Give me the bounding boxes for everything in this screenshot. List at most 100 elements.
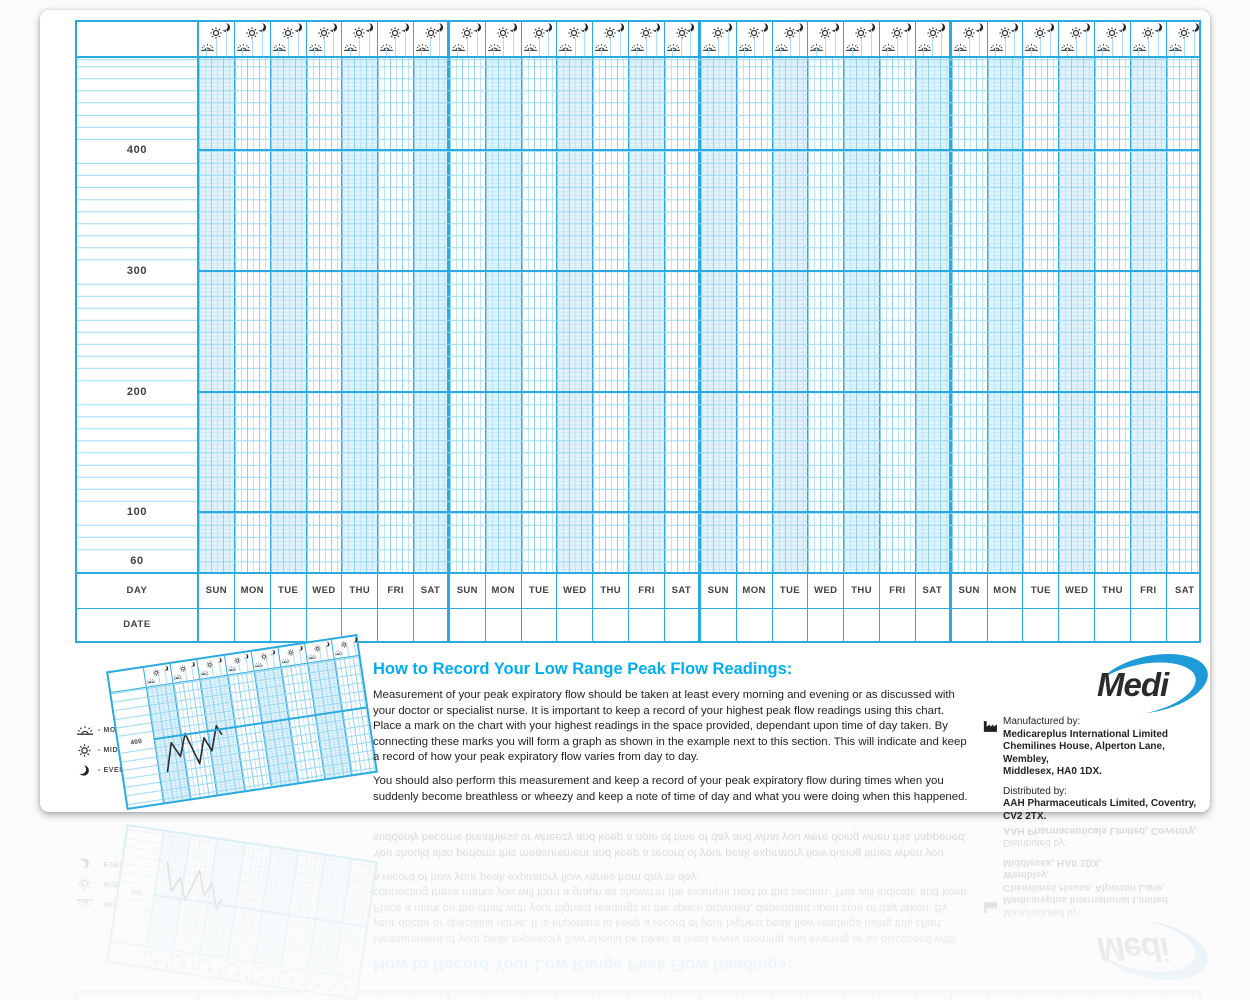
day-name-cell: SAT	[665, 573, 701, 608]
grid-day-column	[844, 57, 881, 572]
header-corner-cell	[77, 22, 199, 56]
date-entry-cell	[808, 608, 845, 641]
day-header-cell	[170, 951, 201, 975]
date-entry-cell	[557, 608, 594, 641]
sunrise-icon	[1061, 43, 1075, 51]
manufacturer-line: Chemilines House, Alperton Lane, Wembley…	[1003, 741, 1165, 765]
legend-label: - MORNING	[98, 900, 142, 908]
moon-icon	[544, 23, 553, 32]
sun-icon	[891, 27, 903, 39]
instructions-section: How to Record Your Low Range Peak Flow R…	[373, 660, 973, 813]
date-entry-cell	[880, 993, 916, 1000]
day-header-cell	[278, 967, 309, 991]
sun-icon	[75, 743, 94, 757]
time-of-day-legend: - MORNING - MIDDAY - EVENING	[75, 854, 142, 914]
day-name-cell: TUE	[271, 573, 307, 608]
grid-day-column	[1166, 57, 1199, 572]
moon-icon	[1010, 23, 1019, 32]
day-name-cell: SAT	[414, 573, 450, 608]
medi-logo-text: Medi	[1097, 931, 1169, 968]
sun-icon	[748, 27, 760, 39]
date-entry-cell	[485, 993, 522, 1000]
grid-day-column	[915, 57, 952, 572]
day-header-cell	[486, 22, 522, 56]
sun-icon	[532, 27, 545, 39]
date-entry-cell	[486, 608, 522, 641]
instructions-heading: How to Record Your Low Range Peak Flow R…	[373, 660, 793, 678]
moon-icon	[652, 23, 661, 32]
day-header-cell	[1131, 22, 1167, 56]
sun-icon	[287, 649, 294, 656]
manufacturer-line: Chemilines House, Alperton Lane, Wembley…	[1003, 869, 1165, 894]
day-header-cell	[665, 22, 701, 56]
distributed-by-label: Distributed by:	[1003, 837, 1067, 849]
sunrise-icon	[487, 43, 501, 51]
manufactured-by-label: Manufactured by:	[1003, 907, 1081, 918]
date-entry-cell	[522, 608, 558, 641]
date-entry-cell	[665, 608, 701, 641]
day-header-cell	[522, 22, 558, 56]
date-entry-cell	[1130, 993, 1167, 1000]
sun-icon	[963, 27, 975, 39]
date-entry-cell	[700, 993, 737, 1000]
day-header-cell	[1059, 22, 1096, 56]
distributor-line: AAH Pharmaceuticals Limited, Coventry, C…	[1003, 822, 1197, 836]
sun-icon	[210, 27, 222, 39]
sunrise-icon	[595, 43, 609, 51]
y-axis-label: 100	[77, 502, 197, 523]
date-row-label: DATE	[77, 608, 199, 641]
day-name-cell: FRI	[378, 573, 415, 608]
grid-day-column	[270, 57, 307, 572]
time-of-day-header-cells	[199, 22, 1203, 56]
sunrise-icon	[917, 43, 931, 51]
sun-icon	[461, 27, 473, 39]
day-name-cell: FRI	[880, 573, 916, 608]
moon-icon	[163, 963, 168, 969]
day-name-cell: FRI	[629, 573, 665, 608]
sun-icon	[389, 27, 401, 39]
moon-icon	[297, 983, 303, 989]
grid-day-column	[414, 57, 450, 572]
sunrise-icon	[335, 650, 344, 656]
moon-icon	[217, 971, 222, 977]
sunrise-icon	[227, 962, 236, 968]
sun-icon	[1070, 27, 1082, 39]
sunrise-icon	[147, 950, 156, 956]
moon-icon	[903, 23, 911, 32]
sun-icon	[341, 986, 348, 993]
moon-icon	[759, 23, 768, 32]
date-entry-cell	[378, 993, 415, 1000]
instructions-paragraph-2: You should also perform this measurement…	[373, 831, 968, 860]
day-name-cell: SUN	[450, 573, 486, 608]
day-header-cell	[332, 975, 362, 998]
date-entry-cell	[1167, 609, 1203, 642]
grid-day-column	[593, 57, 630, 572]
grid-day-column	[308, 855, 353, 975]
date-entry-cell	[521, 993, 558, 1000]
moon-icon	[293, 23, 302, 32]
date-entry-cell	[629, 608, 665, 641]
day-name-cell: WED	[307, 573, 343, 608]
date-entry-cell	[234, 993, 271, 1000]
day-name-cell: THU	[593, 573, 630, 608]
day-name-cell: MON	[737, 573, 773, 608]
legend-item-evening: - EVENING	[75, 854, 142, 874]
date-entry-cell	[449, 993, 486, 1000]
grid-day-column	[521, 57, 558, 572]
sun-icon	[317, 27, 330, 39]
day-name-cell: FRI	[1131, 573, 1167, 608]
day-header-cell	[143, 947, 174, 971]
day-name-cell: THU	[342, 573, 379, 608]
date-entry-cell	[306, 993, 343, 1000]
moon-icon	[270, 979, 276, 985]
moon-icon	[1118, 23, 1127, 32]
medi-swoosh-icon	[1092, 918, 1208, 981]
day-header-cell	[629, 22, 665, 56]
day-name-cell: MON	[486, 573, 522, 608]
sunrise-icon	[667, 43, 680, 51]
sun-icon	[314, 982, 321, 989]
day-name-cell: TUE	[522, 573, 558, 608]
legend-item-evening: - EVENING	[75, 760, 142, 780]
example-readings-line	[166, 861, 223, 909]
moon-icon	[509, 23, 517, 32]
